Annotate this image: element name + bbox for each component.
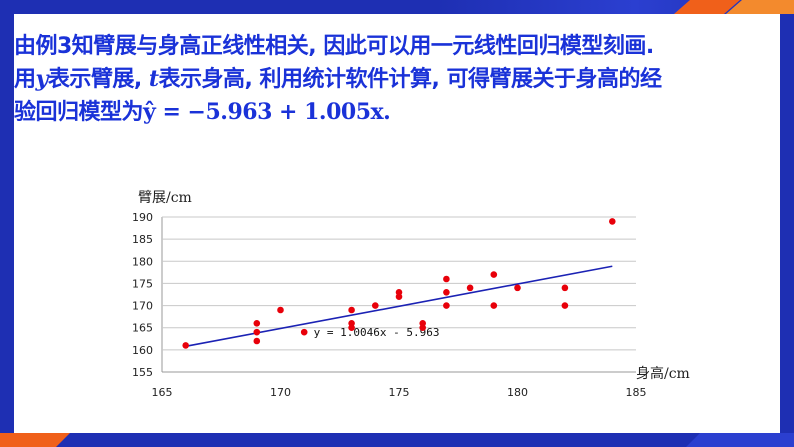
x-axis-title: 身高/cm bbox=[636, 366, 690, 382]
data-point bbox=[300, 328, 308, 336]
text-line-1: 由例3知臂展与身高正线性相关, 因此可以用一元线性回归模型刻画. bbox=[14, 34, 654, 59]
grid-lines bbox=[161, 216, 636, 373]
trendline-group: y = 1.0046x - 5.963 bbox=[185, 265, 613, 348]
text-line-2: 用y表示臂展, t表示身高, 利用统计软件计算, 可得臂展关于身高的经 bbox=[14, 63, 744, 96]
data-point bbox=[419, 324, 427, 332]
data-point bbox=[609, 218, 616, 225]
trendline-equation-label: y = 1.0046x - 5.963 bbox=[314, 326, 440, 339]
text-line-3a: 验回归模型为 bbox=[14, 100, 144, 125]
data-point bbox=[443, 288, 450, 296]
explanation-text: 由例3知臂展与身高正线性相关, 因此可以用一元线性回归模型刻画. 用y表示臂展,… bbox=[14, 30, 744, 129]
data-point bbox=[348, 306, 355, 314]
y-axis-title: 臂展/cm bbox=[138, 190, 192, 206]
x-tick-label: 180 bbox=[507, 386, 528, 399]
data-point bbox=[253, 328, 261, 336]
data-point bbox=[466, 284, 474, 292]
data-point bbox=[561, 284, 569, 292]
data-point bbox=[443, 275, 450, 283]
y-tick-label: 160 bbox=[132, 344, 153, 357]
data-point bbox=[395, 293, 403, 301]
data-points bbox=[182, 218, 616, 349]
text-line-2c: 表示身高, 利用统计软件计算, 可得臂展关于身高的经 bbox=[158, 67, 663, 92]
y-tick-label: 155 bbox=[132, 366, 153, 379]
regression-formula: ŷ = −5.963 + 1.005x. bbox=[143, 99, 391, 125]
data-point bbox=[253, 337, 261, 345]
data-point bbox=[372, 302, 379, 309]
x-tick-label: 175 bbox=[389, 386, 410, 399]
data-point bbox=[443, 302, 450, 309]
x-tick-label: 170 bbox=[270, 386, 291, 399]
var-t: t bbox=[148, 66, 159, 92]
y-tick-label: 185 bbox=[132, 233, 153, 246]
data-point bbox=[277, 306, 284, 314]
data-point bbox=[514, 284, 521, 292]
x-tick-label: 165 bbox=[152, 386, 173, 399]
data-point bbox=[490, 302, 498, 309]
var-y: y bbox=[35, 66, 49, 92]
data-point bbox=[182, 342, 189, 349]
axis-ticks: 155 160 165 170 175 180 185 190 165 170 175 180 185 bbox=[132, 211, 647, 399]
y-tick-label: 165 bbox=[132, 322, 153, 335]
y-tick-label: 180 bbox=[132, 255, 153, 268]
data-point bbox=[348, 324, 355, 332]
x-tick-label: 185 bbox=[626, 386, 647, 399]
text-line-3: 验回归模型为ŷ = −5.963 + 1.005x. bbox=[14, 96, 744, 129]
data-point bbox=[253, 319, 261, 327]
data-point bbox=[490, 271, 498, 278]
y-tick-label: 175 bbox=[132, 277, 153, 290]
text-line-2a: 用 bbox=[14, 67, 36, 92]
y-tick-label: 190 bbox=[132, 211, 153, 224]
y-tick-label: 170 bbox=[132, 300, 153, 313]
data-point bbox=[561, 302, 569, 309]
text-line-2b: 表示臂展, bbox=[47, 67, 149, 92]
